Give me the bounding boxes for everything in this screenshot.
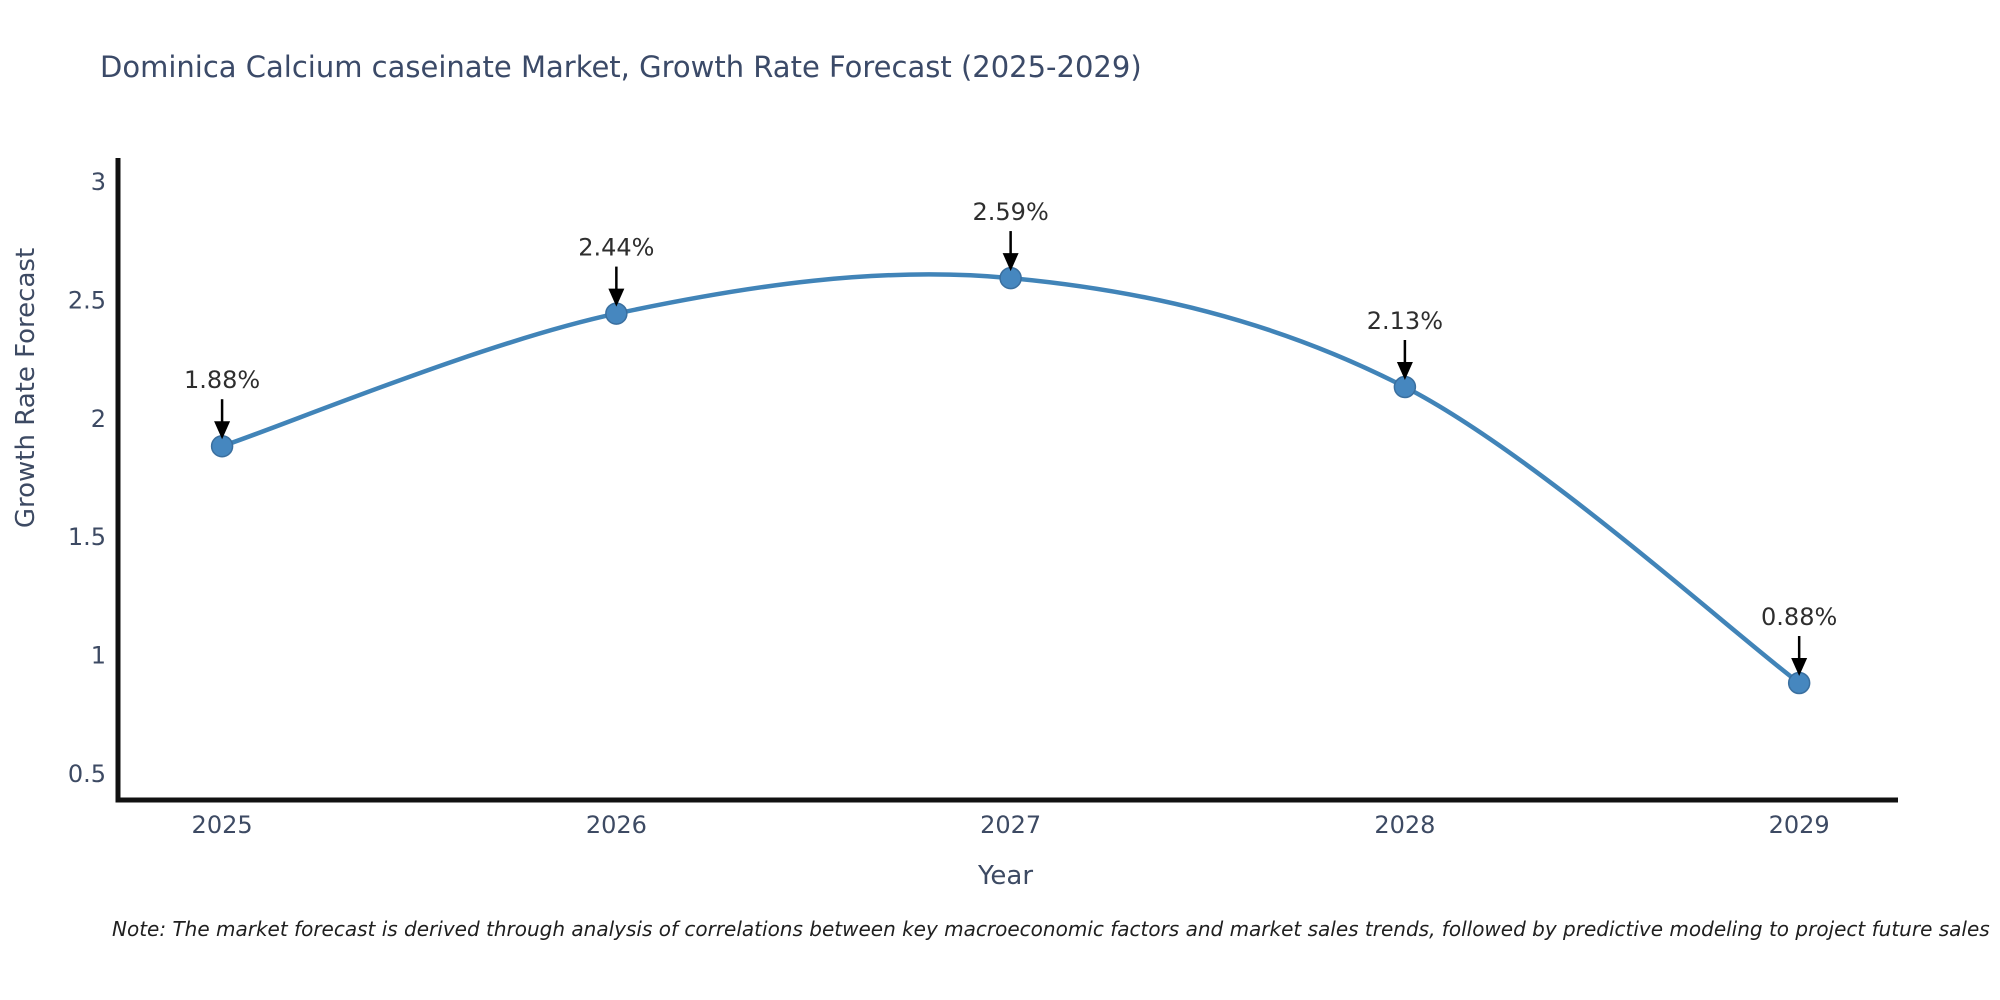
data-point-label: 2.59%	[973, 198, 1049, 226]
footnote: Note: The market forecast is derived thr…	[112, 917, 1990, 941]
trend-line	[219, 272, 1802, 686]
y-tick-label: 0.5	[68, 760, 106, 788]
y-axis-title: Growth Rate Forecast	[11, 248, 41, 528]
y-tick-label: 2.5	[68, 286, 106, 314]
data-point-label: 2.13%	[1367, 307, 1443, 335]
y-tick-label: 2	[91, 405, 106, 433]
data-point-label: 0.88%	[1761, 603, 1837, 631]
x-tick-label: 2026	[586, 811, 647, 839]
annotation-arrowhead-icon	[214, 421, 231, 440]
y-tick-label: 1.5	[68, 523, 106, 551]
annotation-arrowhead-icon	[1791, 658, 1808, 677]
annotation-arrowhead-icon	[1002, 253, 1019, 272]
chart-title: Dominica Calcium caseinate Market, Growt…	[100, 50, 1142, 84]
annotation-arrowhead-icon	[1396, 361, 1413, 380]
data-point-label: 2.44%	[578, 234, 654, 262]
x-axis-title: Year	[977, 861, 1033, 891]
x-tick-label: 2029	[1769, 811, 1830, 839]
x-tick-label: 2028	[1374, 811, 1435, 839]
y-tick-label: 3	[91, 168, 106, 196]
x-tick-label: 2027	[980, 811, 1041, 839]
annotation-arrowhead-icon	[608, 288, 625, 307]
y-tick-label: 1	[91, 642, 106, 670]
data-point-label: 1.88%	[184, 366, 260, 394]
x-tick-label: 2025	[192, 811, 253, 839]
